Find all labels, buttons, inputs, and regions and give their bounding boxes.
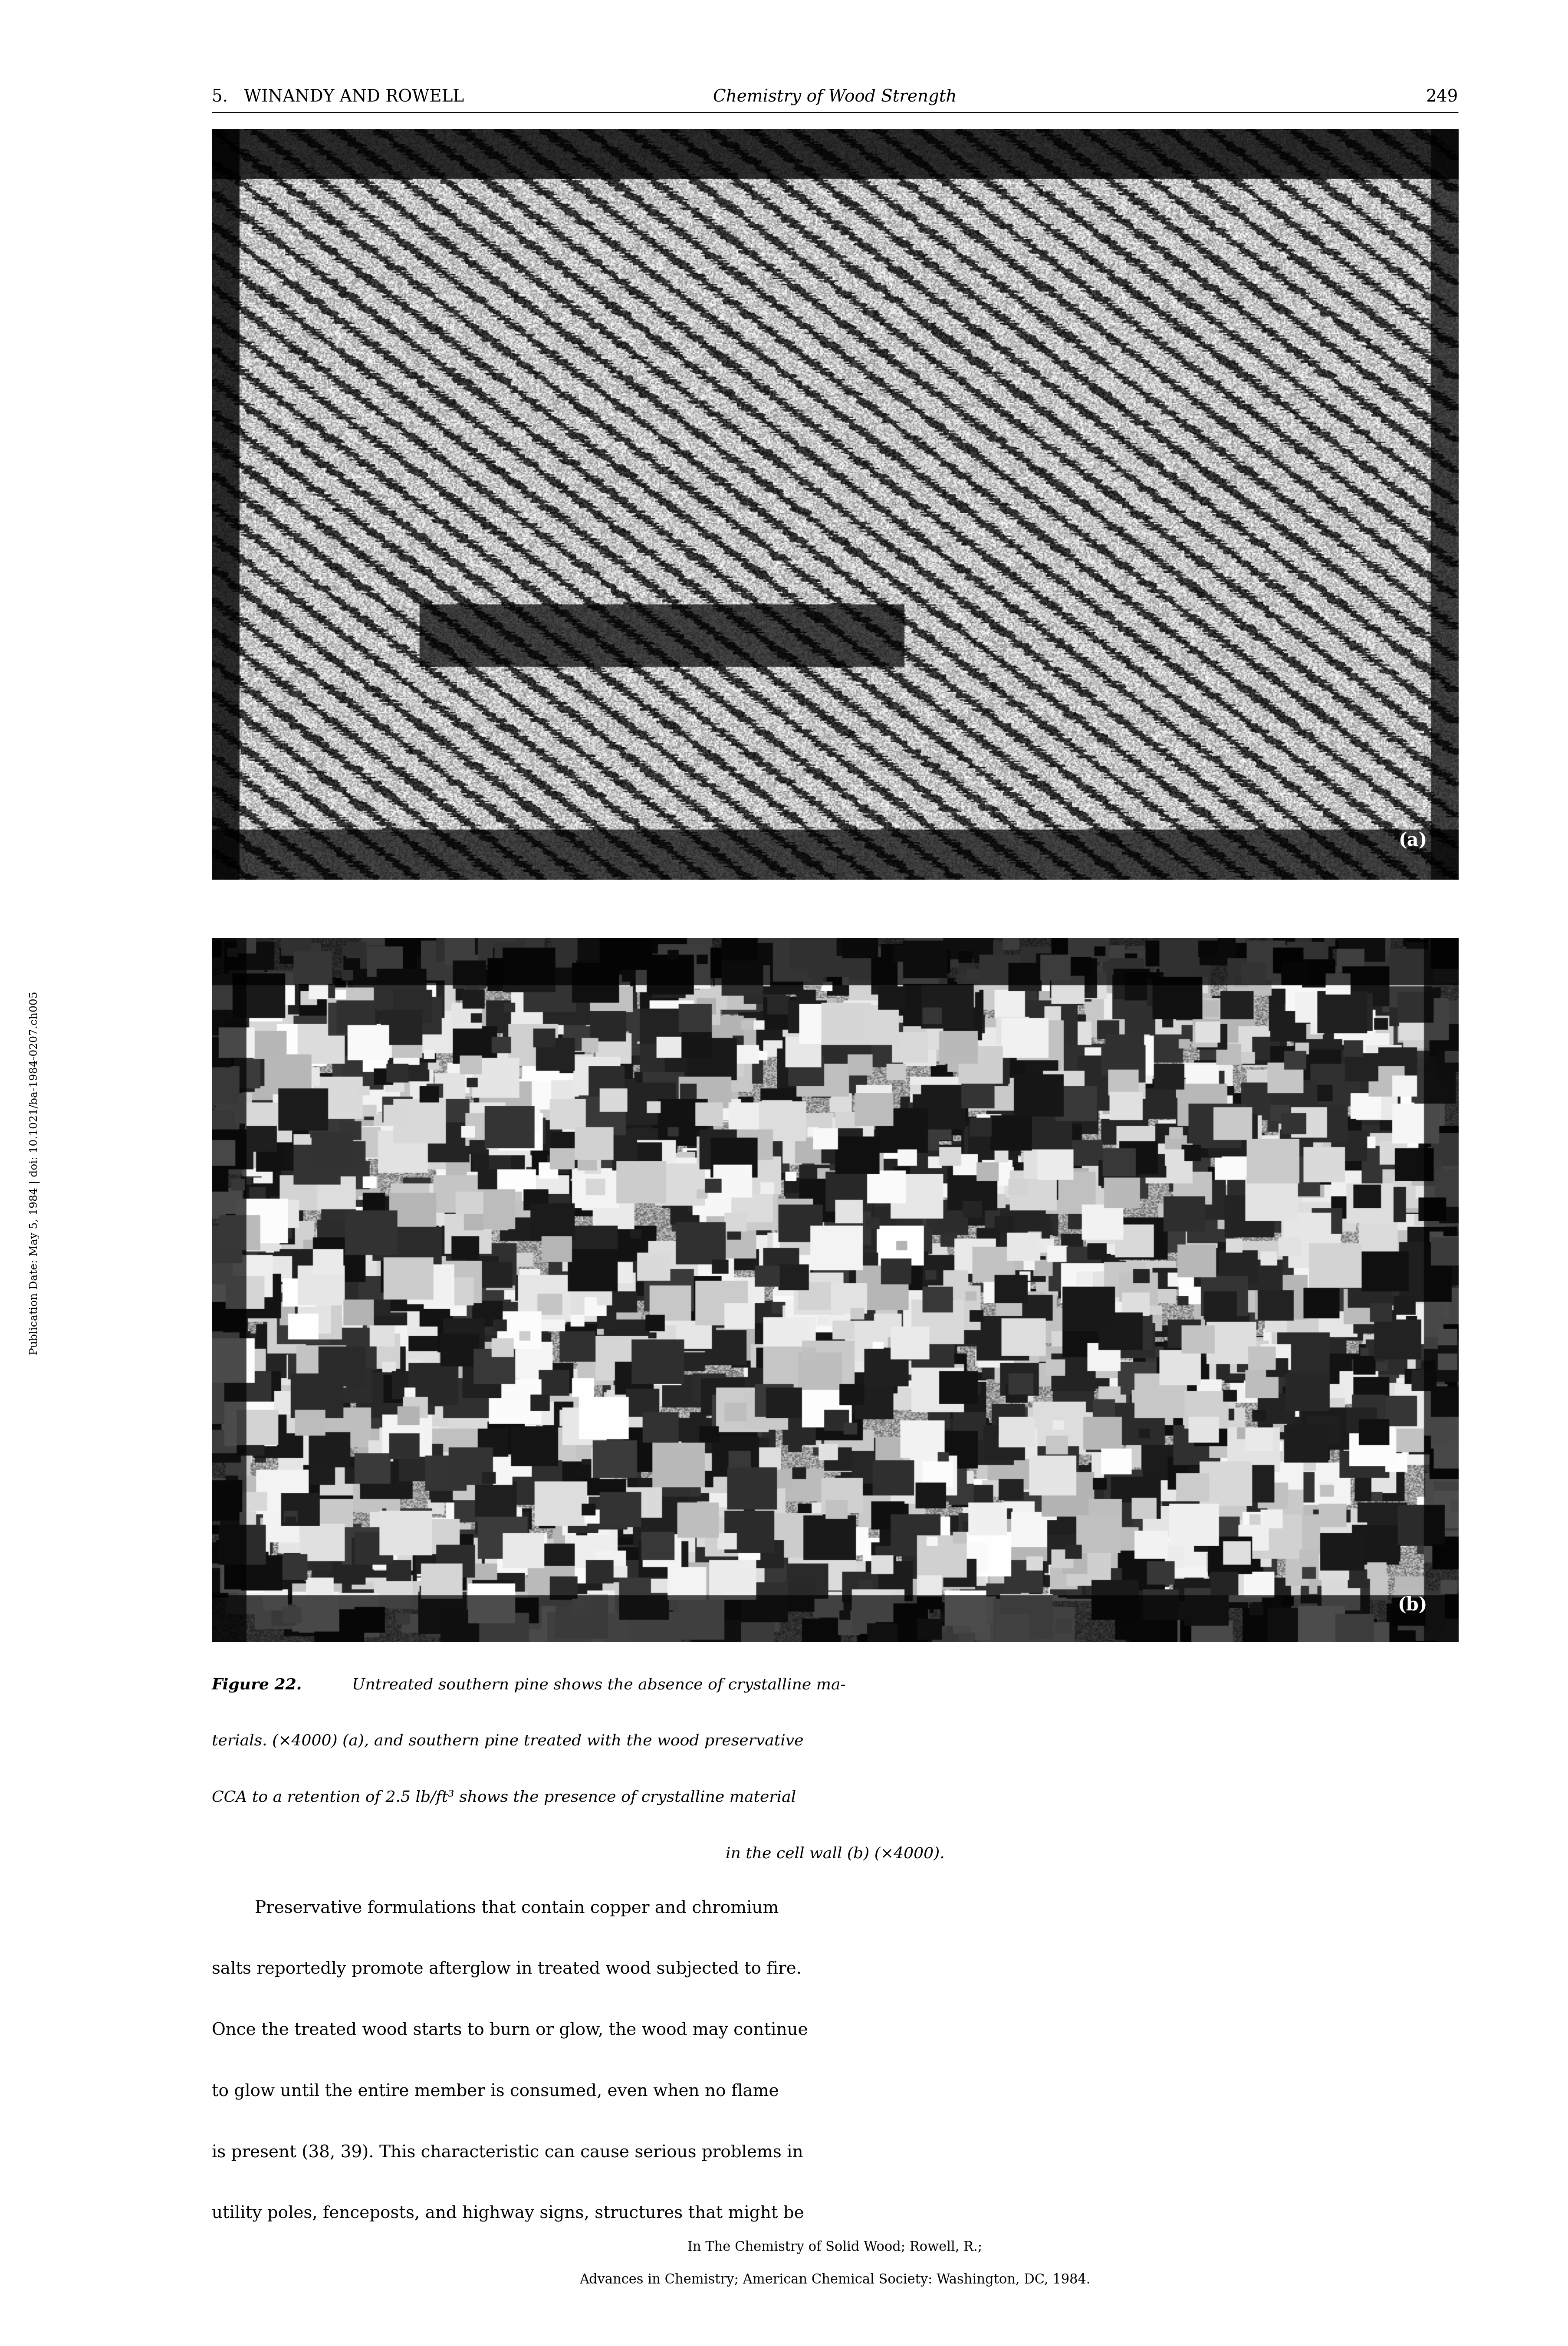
Text: to glow until the entire member is consumed, even when no flame: to glow until the entire member is consu… (212, 2083, 779, 2100)
Text: 249: 249 (1425, 89, 1458, 106)
Text: 5.   WINANDY AND ROWELL: 5. WINANDY AND ROWELL (212, 89, 464, 106)
Text: In The Chemistry of Solid Wood; Rowell, R.;: In The Chemistry of Solid Wood; Rowell, … (688, 2240, 982, 2255)
Text: terials. (×4000) (a), and southern pine treated with the wood preservative: terials. (×4000) (a), and southern pine … (212, 1734, 803, 1748)
Text: Figure 22.: Figure 22. (212, 1677, 303, 1691)
Text: Preservative formulations that contain copper and chromium: Preservative formulations that contain c… (212, 1900, 779, 1917)
Text: Advances in Chemistry; American Chemical Society: Washington, DC, 1984.: Advances in Chemistry; American Chemical… (580, 2273, 1090, 2287)
Text: utility poles, fenceposts, and highway signs, structures that might be: utility poles, fenceposts, and highway s… (212, 2205, 804, 2222)
Text: is present (38, 39). This characteristic can cause serious problems in: is present (38, 39). This characteristic… (212, 2144, 803, 2161)
Text: Once the treated wood starts to burn or glow, the wood may continue: Once the treated wood starts to burn or … (212, 2022, 808, 2039)
Text: Chemistry of Wood Strength: Chemistry of Wood Strength (713, 89, 956, 106)
Text: Untreated southern pine shows the absence of crystalline ma-: Untreated southern pine shows the absenc… (342, 1677, 845, 1691)
Text: in the cell wall (b) (×4000).: in the cell wall (b) (×4000). (726, 1846, 944, 1860)
Text: CCA to a retention of 2.5 lb/ft³ shows the presence of crystalline material: CCA to a retention of 2.5 lb/ft³ shows t… (212, 1790, 797, 1804)
Text: salts reportedly promote afterglow in treated wood subjected to fire.: salts reportedly promote afterglow in tr… (212, 1961, 801, 1978)
Text: (b): (b) (1397, 1595, 1427, 1614)
Text: (a): (a) (1399, 830, 1427, 849)
Text: Publication Date: May 5, 1984 | doi: 10.1021/ba-1984-0207.ch005: Publication Date: May 5, 1984 | doi: 10.… (30, 992, 39, 1354)
